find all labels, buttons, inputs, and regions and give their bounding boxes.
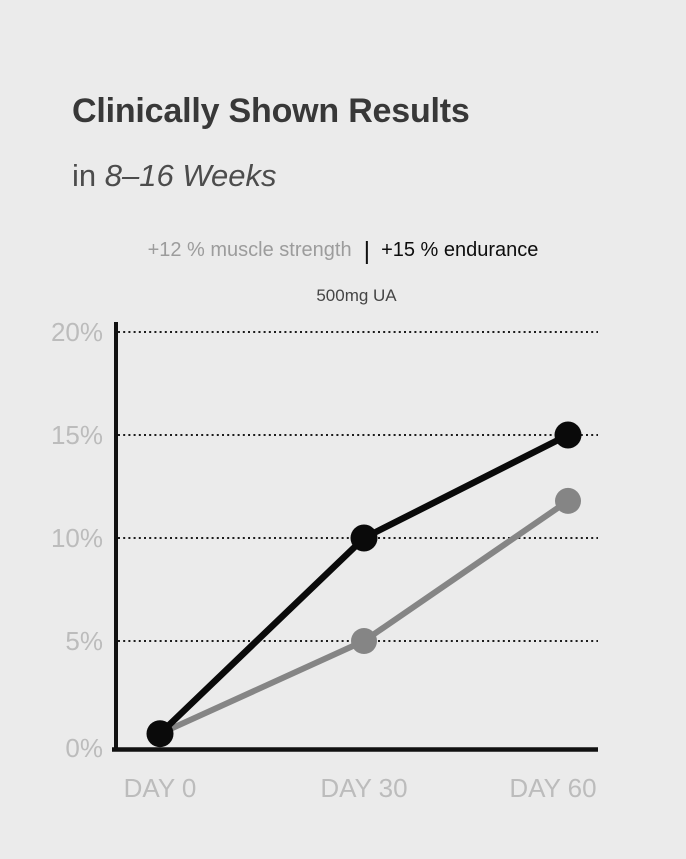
page-title: Clinically Shown Results <box>72 92 470 130</box>
data-point-endurance <box>146 720 174 748</box>
data-point-muscle-strength <box>351 628 377 654</box>
subtitle-duration: 8–16 Weeks <box>104 158 277 193</box>
y-tick-label: 0% <box>65 733 103 763</box>
data-point-muscle-strength <box>555 487 581 514</box>
subtitle: in 8–16 Weeks <box>72 158 277 194</box>
series-line-endurance <box>156 431 572 737</box>
chart-title: 500mg UA <box>316 286 397 305</box>
x-tick-label: DAY 0 <box>124 773 197 803</box>
subtitle-prefix: in <box>72 158 97 193</box>
y-tick-label: 15% <box>51 420 103 450</box>
x-tick-label: DAY 30 <box>320 773 407 803</box>
stat-endurance: +15 % endurance <box>381 239 539 261</box>
y-tick-label: 10% <box>51 523 103 553</box>
stats-separator-bar: | <box>363 237 371 265</box>
stats-line: +12 % muscle strength | +15 % endurance <box>0 234 686 265</box>
y-tick-label: 20% <box>51 317 103 347</box>
x-tick-label: DAY 60 <box>509 773 596 803</box>
data-point-endurance <box>554 421 582 449</box>
stat-muscle-strength: +12 % muscle strength <box>147 239 352 261</box>
data-point-endurance <box>350 524 378 552</box>
y-tick-label: 5% <box>65 626 103 656</box>
